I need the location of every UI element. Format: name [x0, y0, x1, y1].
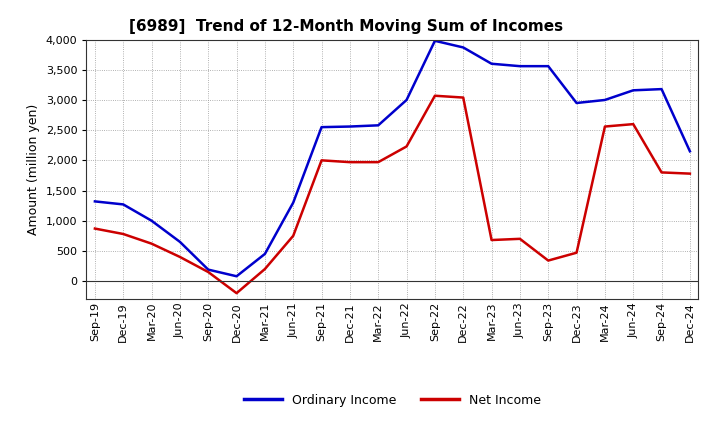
Net Income: [600, 124, 609, 129]
Ordinary Income: [318, 125, 326, 130]
Ordinary Income: [374, 123, 382, 128]
Net Income: [516, 236, 524, 242]
Text: [6989]  Trend of 12-Month Moving Sum of Incomes: [6989] Trend of 12-Month Moving Sum of I…: [130, 19, 563, 34]
Ordinary Income: [459, 45, 467, 50]
Net Income: [148, 241, 156, 246]
Line: Ordinary Income: Ordinary Income: [95, 41, 690, 276]
Ordinary Income: [346, 124, 354, 129]
Ordinary Income: [148, 218, 156, 224]
Ordinary Income: [487, 61, 496, 66]
Ordinary Income: [572, 100, 581, 106]
Legend: Ordinary Income, Net Income: Ordinary Income, Net Income: [239, 389, 546, 411]
Ordinary Income: [600, 97, 609, 103]
Ordinary Income: [657, 87, 666, 92]
Ordinary Income: [261, 251, 269, 257]
Ordinary Income: [685, 149, 694, 154]
Net Income: [487, 238, 496, 243]
Net Income: [374, 160, 382, 165]
Net Income: [657, 170, 666, 175]
Net Income: [459, 95, 467, 100]
Net Income: [261, 266, 269, 271]
Ordinary Income: [204, 267, 212, 272]
Net Income: [289, 233, 297, 238]
Ordinary Income: [119, 202, 127, 207]
Net Income: [318, 158, 326, 163]
Ordinary Income: [516, 63, 524, 69]
Ordinary Income: [402, 97, 411, 103]
Line: Net Income: Net Income: [95, 96, 690, 293]
Ordinary Income: [233, 274, 241, 279]
Net Income: [685, 171, 694, 176]
Net Income: [431, 93, 439, 99]
Ordinary Income: [176, 239, 184, 245]
Ordinary Income: [91, 199, 99, 204]
Ordinary Income: [289, 200, 297, 205]
Net Income: [91, 226, 99, 231]
Net Income: [629, 121, 637, 127]
Net Income: [233, 290, 241, 296]
Net Income: [176, 254, 184, 260]
Net Income: [346, 160, 354, 165]
Y-axis label: Amount (million yen): Amount (million yen): [27, 104, 40, 235]
Ordinary Income: [629, 88, 637, 93]
Ordinary Income: [431, 38, 439, 44]
Net Income: [572, 250, 581, 255]
Net Income: [402, 144, 411, 149]
Net Income: [204, 269, 212, 275]
Net Income: [544, 258, 552, 263]
Ordinary Income: [544, 63, 552, 69]
Net Income: [119, 231, 127, 237]
